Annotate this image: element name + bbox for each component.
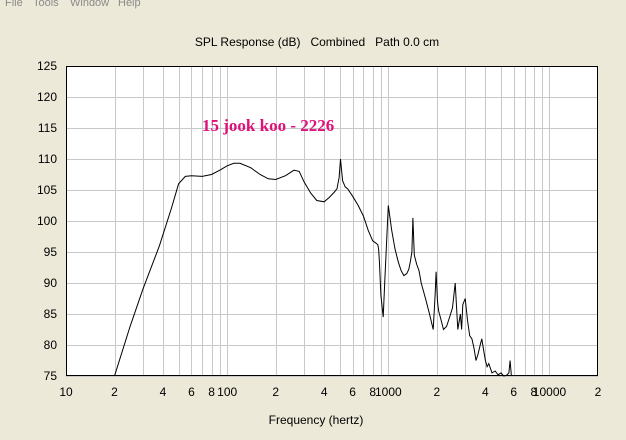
y-tick-label: 80 xyxy=(44,338,58,352)
x-tick-label: 4 xyxy=(482,385,489,399)
menu-file[interactable]: File xyxy=(5,0,23,9)
x-tick-label: 6 xyxy=(510,385,517,399)
y-tick-label: 105 xyxy=(37,183,57,197)
y-tick-label: 90 xyxy=(44,276,58,290)
x-tick-label: 10000 xyxy=(533,385,567,399)
x-tick-label: 8 xyxy=(531,385,538,399)
menu-bar: File Tools Window Help xyxy=(0,0,626,12)
plot-border xyxy=(66,66,598,376)
y-axis-ticks: 75 80 85 90 95 100 105 110 115 120 125 xyxy=(37,59,57,383)
x-tick-label: 6 xyxy=(349,385,356,399)
x-tick-label: 4 xyxy=(160,385,167,399)
x-tick-label: 8 xyxy=(369,385,376,399)
x-axis-label: Frequency (hertz) xyxy=(269,413,364,427)
y-tick-label: 115 xyxy=(38,121,57,135)
spl-response-line xyxy=(114,158,512,377)
y-tick-label: 85 xyxy=(44,307,58,321)
chart-annotation: 15 jook koo - 2226 xyxy=(202,116,334,135)
x-tick-label: 100 xyxy=(217,385,237,399)
menu-window[interactable]: Window xyxy=(70,0,110,9)
x-tick-label: 2 xyxy=(111,385,118,399)
x-tick-label: 2 xyxy=(433,385,440,399)
y-tick-label: 75 xyxy=(44,369,58,383)
grid-lines xyxy=(66,66,598,377)
x-tick-label: 6 xyxy=(188,385,195,399)
x-tick-label: 8 xyxy=(208,385,215,399)
chart-title: SPL Response (dB) Combined Path 0.0 cm xyxy=(195,35,439,49)
x-tick-label: 2 xyxy=(272,385,279,399)
y-tick-label: 100 xyxy=(37,214,57,228)
menu-tools[interactable]: Tools xyxy=(33,0,59,9)
x-tick-label: 1000 xyxy=(375,385,402,399)
x-tick-label: 2 xyxy=(595,385,602,399)
y-tick-label: 120 xyxy=(37,90,57,104)
x-tick-label: 10 xyxy=(59,385,73,399)
x-tick-label: 4 xyxy=(321,385,328,399)
y-tick-label: 125 xyxy=(37,59,57,73)
menu-help[interactable]: Help xyxy=(118,0,141,9)
y-tick-label: 95 xyxy=(44,245,58,259)
y-tick-label: 110 xyxy=(38,152,57,166)
